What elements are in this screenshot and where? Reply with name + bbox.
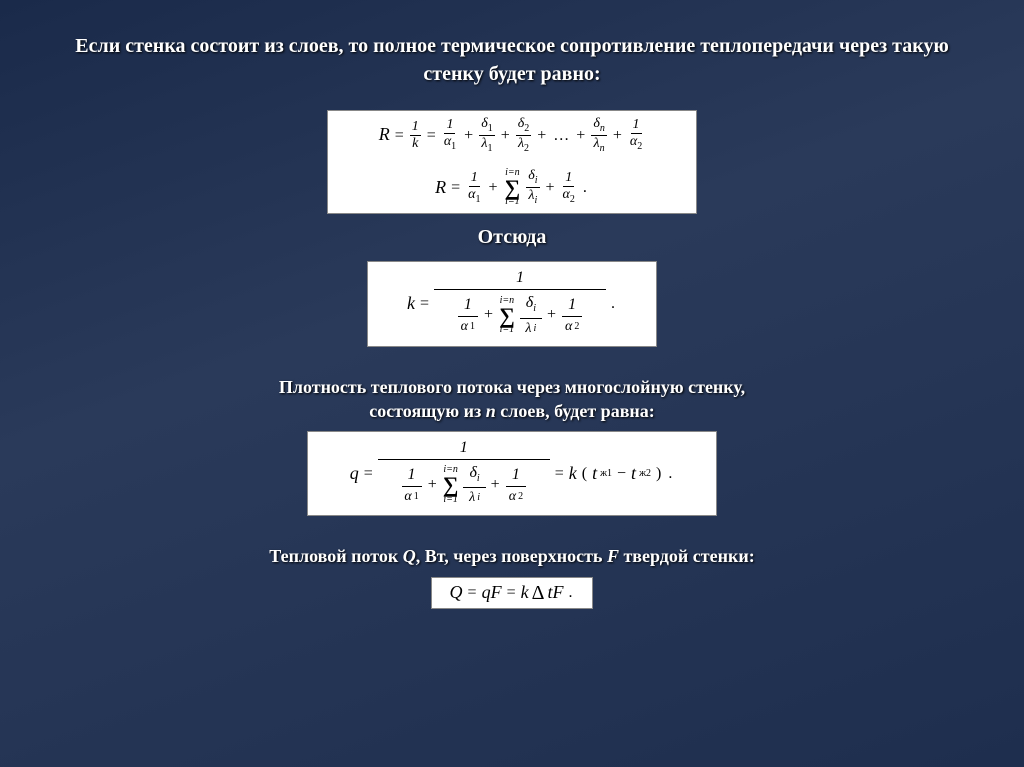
heading-text: Если стенка состоит из слоев, то полное … <box>52 32 972 88</box>
label-otsyuda: Отсюда <box>478 226 547 249</box>
equation-3: q= 1 1α1 + i=n ∑ i=1 δiλi + 1α2 = k(tж1 … <box>322 438 702 509</box>
text-density: Плотность теплового потока через многосл… <box>279 375 745 424</box>
equation-1a: R= 1k = 1α1 + δ1λ1 + δ2λ2 +…+ δnλn + 1α2 <box>342 117 682 154</box>
equation-box-3: q= 1 1α1 + i=n ∑ i=1 δiλi + 1α2 = k(tж1 … <box>307 431 717 516</box>
equation-box-1: R= 1k = 1α1 + δ1λ1 + δ2λ2 +…+ δnλn + 1α2… <box>327 110 697 214</box>
equation-box-4: Q=qF=kΔtF. <box>431 577 594 609</box>
equation-box-2: k= 1 1α1 + i=n ∑ i=1 δiλi + 1α2 . <box>367 261 657 346</box>
equation-4: Q=qF=kΔtF. <box>450 582 575 604</box>
text-heatflow: Тепловой поток Q, Вт, через поверхность … <box>269 544 754 568</box>
equation-1b: R= 1α1 + i=n ∑ i=1 δiλi + 1α2 . <box>342 168 682 208</box>
equation-2: k= 1 1α1 + i=n ∑ i=1 δiλi + 1α2 . <box>382 268 642 339</box>
